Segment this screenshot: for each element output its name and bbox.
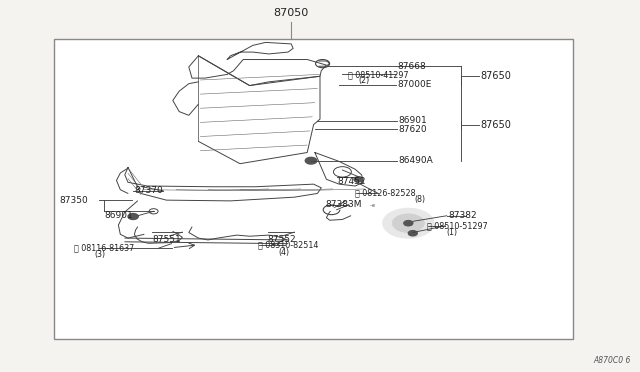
Text: Ⓑ 08116-81637: Ⓑ 08116-81637	[74, 244, 134, 253]
Circle shape	[128, 214, 138, 219]
Text: Ⓢ 08510-41297: Ⓢ 08510-41297	[348, 70, 408, 79]
Text: 87668: 87668	[397, 62, 426, 71]
Text: 87350: 87350	[59, 196, 88, 205]
Text: 87650: 87650	[480, 71, 511, 80]
Text: 87552: 87552	[268, 235, 296, 244]
Text: 87382: 87382	[448, 211, 477, 220]
Text: (8): (8)	[415, 195, 426, 203]
Text: 87452: 87452	[337, 177, 366, 186]
Circle shape	[354, 177, 363, 182]
Text: 86901: 86901	[104, 211, 133, 220]
Circle shape	[383, 208, 434, 238]
Text: A870C0 6: A870C0 6	[593, 356, 630, 365]
Circle shape	[404, 221, 413, 226]
Text: 87551: 87551	[152, 235, 181, 244]
Text: 87383M: 87383M	[325, 200, 362, 209]
Text: ⁻⁸: ⁻⁸	[369, 205, 375, 210]
Text: Ⓑ 08126-82528: Ⓑ 08126-82528	[355, 189, 415, 198]
Text: 87000E: 87000E	[397, 80, 432, 89]
Text: Ⓢ 08510-51297: Ⓢ 08510-51297	[427, 221, 488, 230]
Text: (1): (1)	[446, 228, 457, 237]
Circle shape	[408, 231, 417, 236]
Text: 87650: 87650	[480, 120, 511, 130]
Circle shape	[392, 214, 424, 232]
Circle shape	[305, 157, 317, 164]
Text: Ⓢ 08310-82514: Ⓢ 08310-82514	[258, 240, 318, 249]
Text: (3): (3)	[95, 250, 106, 259]
Text: (2): (2)	[358, 76, 370, 85]
Text: 86901: 86901	[398, 116, 427, 125]
Text: 86490A: 86490A	[398, 156, 433, 165]
Text: (4): (4)	[278, 248, 289, 257]
Text: 87050: 87050	[273, 8, 309, 18]
Bar	[54, 39, 573, 339]
Text: 87370: 87370	[134, 186, 163, 195]
Text: 87620: 87620	[398, 125, 427, 134]
